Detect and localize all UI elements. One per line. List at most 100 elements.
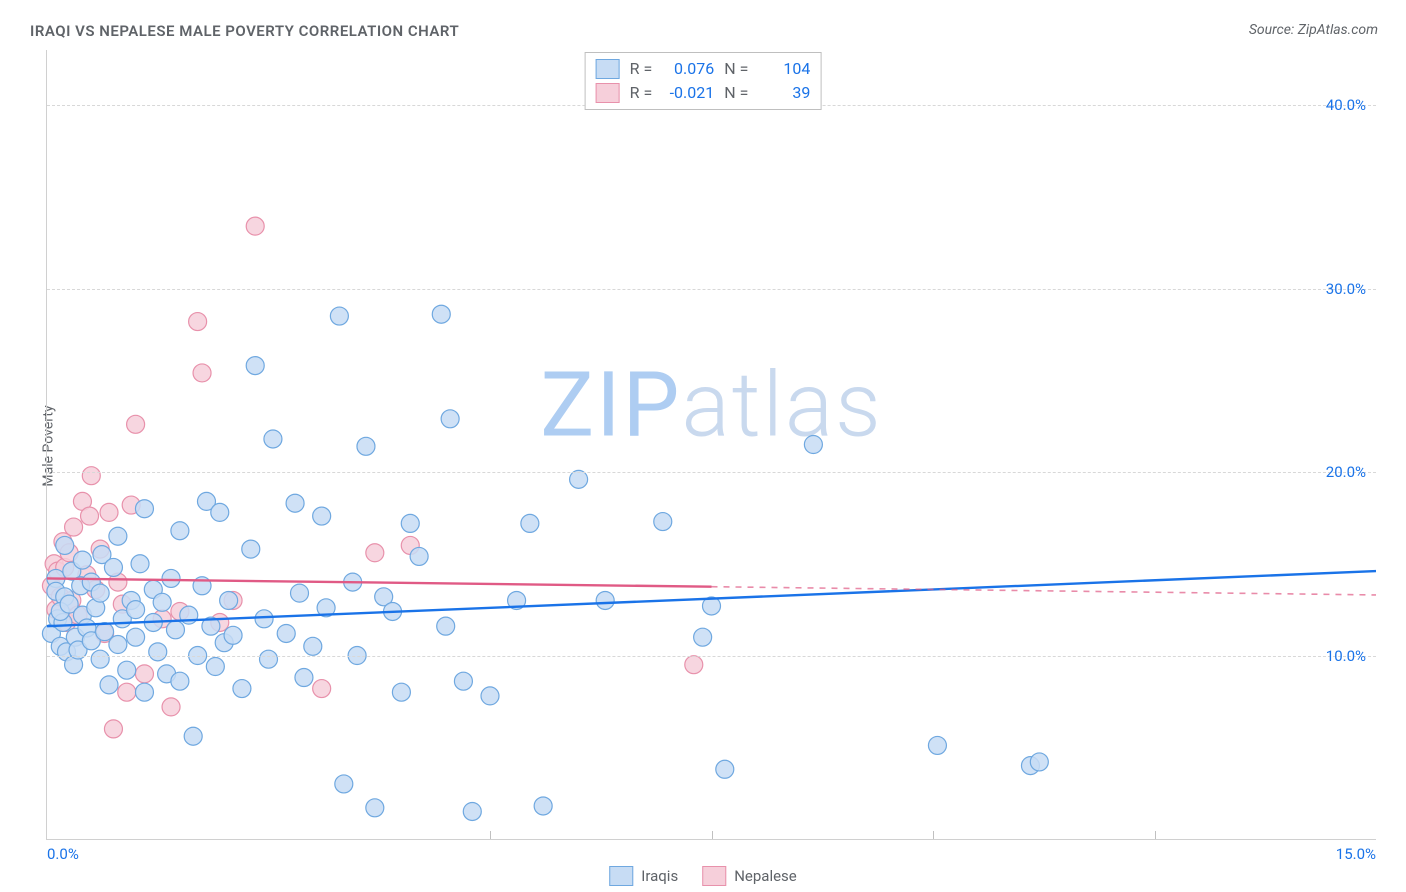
scatter-point (224, 626, 242, 644)
scatter-point (654, 513, 672, 531)
scatter-point (233, 680, 251, 698)
scatter-point (104, 720, 122, 738)
scatter-point (481, 687, 499, 705)
scatter-point (286, 494, 304, 512)
scatter-point (596, 591, 614, 609)
scatter-point (189, 313, 207, 331)
x-tick-label: 0.0% (47, 845, 79, 863)
chart-title: IRAQI VS NEPALESE MALE POVERTY CORRELATI… (30, 22, 459, 40)
scatter-point (685, 656, 703, 674)
scatter-point (260, 650, 278, 668)
scatter-point (184, 727, 202, 745)
scatter-point (162, 569, 180, 587)
scatter-point (392, 683, 410, 701)
scatter-point (313, 680, 331, 698)
scatter-point (100, 676, 118, 694)
scatter-point (135, 500, 153, 518)
scatter-point (454, 672, 472, 690)
scatter-point (277, 624, 295, 642)
scatter-point (109, 636, 127, 654)
stat-n-label: N = (724, 81, 748, 105)
scatter-point (246, 217, 264, 235)
scatter-point (401, 514, 419, 532)
plot-area: ZIPatlas 10.0%20.0%30.0%40.0%0.0%15.0% (46, 50, 1376, 840)
scatter-point (109, 527, 127, 545)
scatter-point (135, 683, 153, 701)
scatter-point (928, 736, 946, 754)
scatter-point (220, 591, 238, 609)
scatter-point (295, 669, 313, 687)
stats-row-nepalese: R = -0.021 N = 39 (596, 81, 811, 105)
scatter-point (521, 514, 539, 532)
gridline (47, 656, 1376, 657)
y-tick-label: 10.0% (1326, 647, 1366, 665)
scatter-point (171, 672, 189, 690)
scatter-point (441, 410, 459, 428)
gridline (47, 289, 1376, 290)
scatter-point (153, 593, 171, 611)
scatter-point (118, 661, 136, 679)
scatter-point (149, 643, 167, 661)
x-tick-mark (1155, 831, 1156, 839)
x-tick-mark (933, 831, 934, 839)
scatter-point (570, 470, 588, 488)
scatter-point (211, 503, 229, 521)
scatter-point (104, 558, 122, 576)
stat-r-label: R = (630, 81, 653, 105)
scatter-point (366, 799, 384, 817)
y-tick-label: 30.0% (1326, 280, 1366, 298)
scatter-point (56, 536, 74, 554)
x-tick-label: 15.0% (1336, 845, 1376, 863)
y-tick-label: 40.0% (1326, 96, 1366, 114)
legend-label-iraqis: Iraqis (641, 867, 678, 885)
scatter-point (81, 507, 99, 525)
legend-item-nepalese: Nepalese (702, 866, 797, 886)
scatter-point (171, 522, 189, 540)
source-value: ZipAtlas.com (1298, 22, 1378, 38)
scatter-point (410, 547, 428, 565)
scatter-point (246, 357, 264, 375)
scatter-point (357, 437, 375, 455)
stat-r-label: R = (630, 57, 653, 81)
gridline (47, 472, 1376, 473)
stats-row-iraqis: R = 0.076 N = 104 (596, 57, 811, 81)
legend-label-nepalese: Nepalese (734, 867, 797, 885)
source-label: Source: (1249, 22, 1294, 38)
scatter-point (716, 760, 734, 778)
scatter-point (366, 544, 384, 562)
x-tick-mark (712, 831, 713, 839)
scatter-point (291, 584, 309, 602)
scatter-point (166, 621, 184, 639)
scatter-point (82, 467, 100, 485)
swatch-nepalese (596, 83, 620, 103)
scatter-point (73, 551, 91, 569)
stats-legend: R = 0.076 N = 104 R = -0.021 N = 39 (585, 52, 822, 110)
x-tick-mark (490, 831, 491, 839)
scatter-point (264, 430, 282, 448)
stat-r-nepalese: -0.021 (662, 81, 714, 105)
scatter-point (330, 307, 348, 325)
legend-swatch-iraqis (609, 866, 633, 886)
scatter-point (437, 617, 455, 635)
scatter-point (127, 628, 145, 646)
source-attribution: Source: ZipAtlas.com (1249, 22, 1378, 38)
scatter-point (127, 601, 145, 619)
scatter-point (1030, 753, 1048, 771)
series-legend: Iraqis Nepalese (609, 866, 797, 886)
scatter-point (127, 415, 145, 433)
scatter-point (463, 802, 481, 820)
scatter-point (206, 658, 224, 676)
legend-item-iraqis: Iraqis (609, 866, 678, 886)
stat-n-iraqis: 104 (758, 57, 810, 81)
scatter-point (162, 698, 180, 716)
scatter-point (335, 775, 353, 793)
scatter-point (118, 683, 136, 701)
scatter-point (313, 507, 331, 525)
stat-n-nepalese: 39 (758, 81, 810, 105)
scatter-point (804, 436, 822, 454)
scatter-point (242, 540, 260, 558)
scatter-point (65, 518, 83, 536)
swatch-iraqis (596, 59, 620, 79)
scatter-point (193, 364, 211, 382)
plot-svg (47, 50, 1376, 839)
